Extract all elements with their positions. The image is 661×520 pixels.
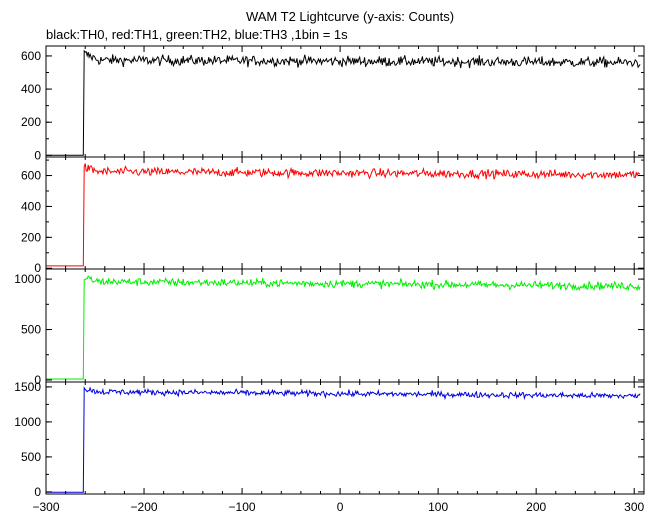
series-line-th3 [46,386,641,493]
y-tick-label: 1500 [14,380,41,394]
y-tick-label: 600 [21,169,41,183]
x-tick-label: −300 [32,500,59,514]
y-tick-label: 0 [34,373,41,387]
x-tick-label: 200 [526,500,546,514]
panel-th2: 0 500 1000 [14,268,645,387]
panel-th1: 0 200 400 600 [21,156,645,275]
y-tick-label: 200 [21,230,41,244]
series-line-th2 [46,275,641,380]
y-tick-label: 0 [34,261,41,275]
y-tick-label: 200 [21,115,41,129]
chart-title: WAM T2 Lightcurve (y-axis: Counts) [245,9,455,24]
panel-th0: 0 200 400 600 [21,45,645,162]
chart-subtitle: black:TH0, red:TH1, green:TH2, blue:TH3 … [46,27,348,42]
x-tick-label: 100 [428,500,448,514]
y-tick-label: 0 [34,485,41,499]
y-tick-label: 600 [21,49,41,63]
y-tick-label: 400 [21,82,41,96]
series-line-th1 [46,163,641,267]
y-tick-label: 500 [21,450,41,464]
x-tick-label: −100 [229,500,256,514]
y-tick-label: 400 [21,199,41,213]
y-tick-label: 0 [34,148,41,162]
x-tick-label: 0 [337,500,344,514]
panel-th3: 0 500 1000 1500 [14,380,645,499]
series-line-th0 [46,49,641,156]
y-tick-label: 1000 [14,272,41,286]
y-tick-label: 1000 [14,415,41,429]
x-tick-label: 300 [624,500,644,514]
x-tick-label: −200 [131,500,158,514]
y-tick-label: 500 [21,323,41,337]
panel-frame [45,381,645,495]
panel-frame [45,268,645,383]
